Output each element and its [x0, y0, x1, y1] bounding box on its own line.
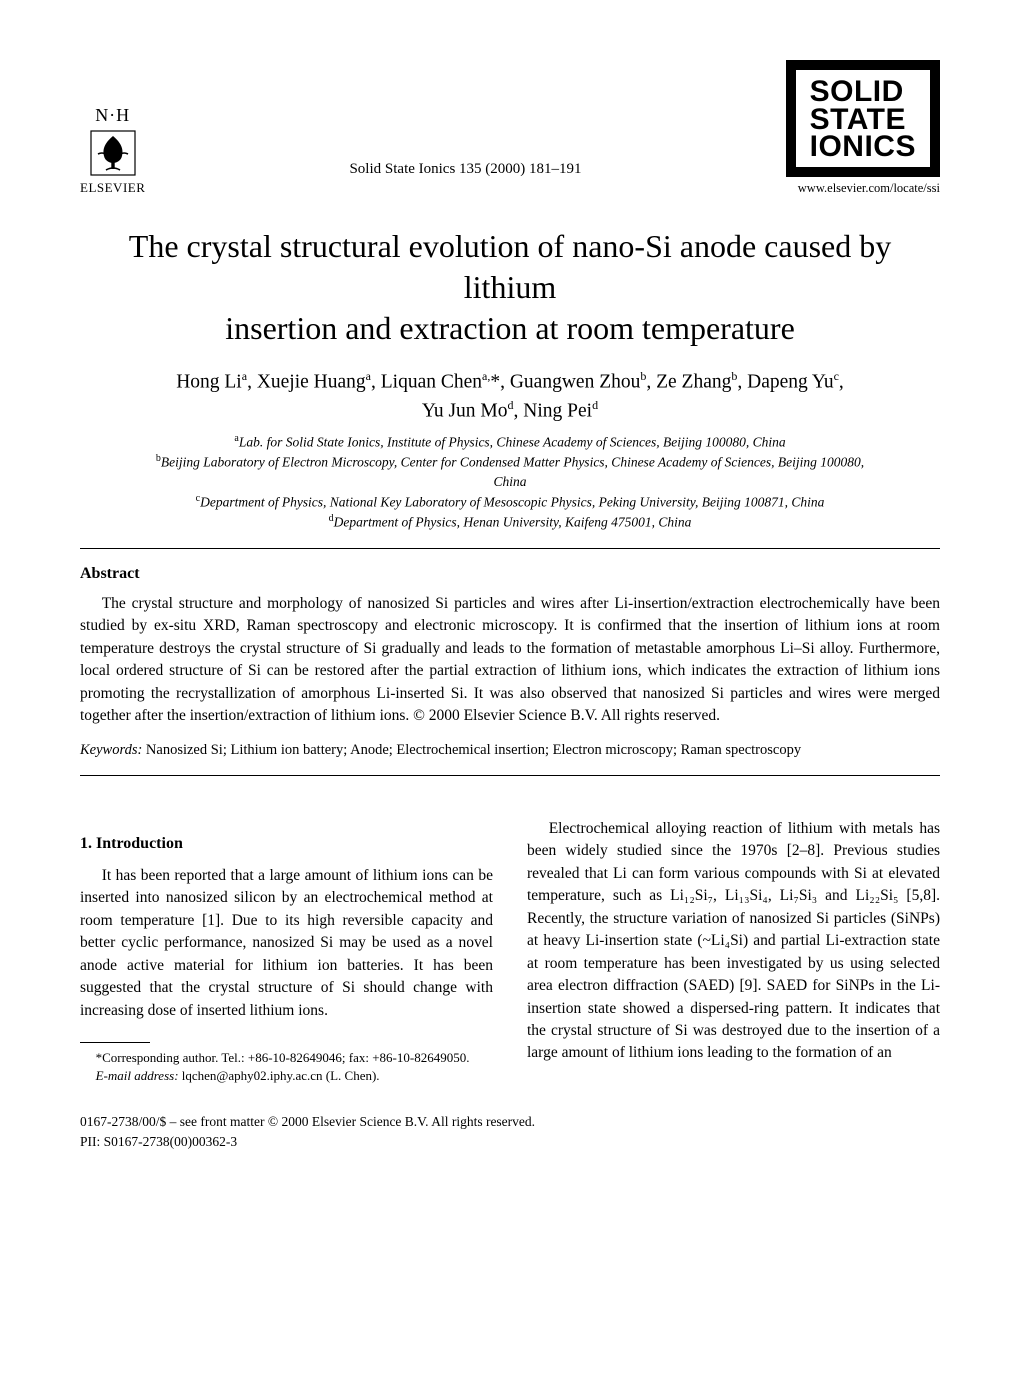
author-1: Hong Li [176, 371, 242, 392]
author-3-corr: * [490, 371, 500, 392]
body-columns: 1. Introduction It has been reported tha… [80, 818, 940, 1086]
title-line2: insertion and extraction at room tempera… [225, 310, 795, 346]
journal-locate-url: www.elsevier.com/locate/ssi [798, 181, 940, 196]
author-7-sup: d [508, 398, 514, 412]
author-5-sup: b [731, 369, 737, 383]
affiliations-block: aLab. for Solid State Ionics, Institute … [80, 432, 940, 532]
footnote-email-text: lqchen@aphy02.iphy.ac.cn (L. Chen). [179, 1068, 380, 1083]
affiliation-b-l2: China [493, 474, 526, 489]
author-1-sup: a [242, 369, 247, 383]
affiliation-b-l1: Beijing Laboratory of Electron Microscop… [161, 455, 864, 470]
author-7: Yu Jun Mo [422, 401, 508, 422]
publisher-name: ELSEVIER [80, 180, 145, 196]
footer-line2: PII: S0167-2738(00)00362-3 [80, 1132, 940, 1152]
header-row: N·H ELSEVIER Solid State Ionics 135 (200… [80, 60, 940, 196]
page-footer: 0167-2738/00/$ – see front matter © 2000… [80, 1112, 940, 1153]
author-6-sup: c [834, 369, 839, 383]
author-2-sup: a [366, 369, 371, 383]
abstract-heading: Abstract [80, 565, 940, 583]
footnote-corresponding: *Corresponding author. Tel.: +86-10-8264… [80, 1049, 493, 1067]
title-line1: The crystal structural evolution of nano… [129, 228, 891, 305]
author-4-sup: b [640, 369, 646, 383]
journal-logo-block: SOLID STATE IONICS www.elsevier.com/loca… [786, 60, 940, 196]
intro-right-p1: Electrochemical alloying reaction of lit… [527, 818, 940, 1065]
page-root: N·H ELSEVIER Solid State Ionics 135 (200… [0, 0, 1020, 1192]
elsevier-tree-icon [90, 130, 136, 176]
author-8: Ning Pei [523, 401, 592, 422]
footer-line1: 0167-2738/00/$ – see front matter © 2000… [80, 1112, 940, 1132]
author-5: Ze Zhang [656, 371, 731, 392]
author-8-sup: d [592, 398, 598, 412]
authors-block: Hong Lia, Xuejie Huanga, Liquan Chena,*,… [80, 367, 940, 427]
intro-left-p1: It has been reported that a large amount… [80, 865, 493, 1022]
journal-logo: SOLID STATE IONICS [786, 60, 940, 177]
author-4: Guangwen Zhou [510, 371, 641, 392]
abstract-body: The crystal structure and morphology of … [80, 593, 940, 728]
affiliation-d: Department of Physics, Henan University,… [334, 514, 692, 529]
journal-reference: Solid State Ionics 135 (2000) 181–191 [349, 161, 581, 196]
keywords-label: Keywords: [80, 742, 142, 758]
author-3: Liquan Chen [381, 371, 482, 392]
footnote-email-label: E-mail address: [96, 1068, 179, 1083]
keywords-line: Keywords: Nanosized Si; Lithium ion batt… [80, 742, 940, 759]
article-title: The crystal structural evolution of nano… [80, 226, 940, 349]
footnote-separator [80, 1042, 150, 1043]
footnote-email: E-mail address: lqchen@aphy02.iphy.ac.cn… [80, 1067, 493, 1085]
rule-top [80, 548, 940, 549]
author-6: Dapeng Yu [747, 371, 833, 392]
left-column: 1. Introduction It has been reported tha… [80, 818, 493, 1086]
journal-logo-line2: STATE [810, 106, 916, 134]
intro-heading: 1. Introduction [80, 832, 493, 855]
journal-logo-line3: IONICS [810, 133, 916, 161]
footnotes-block: *Corresponding author. Tel.: +86-10-8264… [80, 1049, 493, 1085]
nh-mark: N·H [95, 105, 130, 126]
keywords-text: Nanosized Si; Lithium ion battery; Anode… [142, 742, 801, 758]
affiliation-c: Department of Physics, National Key Labo… [200, 494, 824, 509]
right-column: Electrochemical alloying reaction of lit… [527, 818, 940, 1086]
publisher-logo-block: N·H ELSEVIER [80, 105, 145, 196]
author-2: Xuejie Huang [257, 371, 366, 392]
affiliation-a: Lab. for Solid State Ionics, Institute o… [239, 435, 786, 450]
rule-bottom [80, 775, 940, 776]
journal-logo-line1: SOLID [810, 78, 916, 106]
